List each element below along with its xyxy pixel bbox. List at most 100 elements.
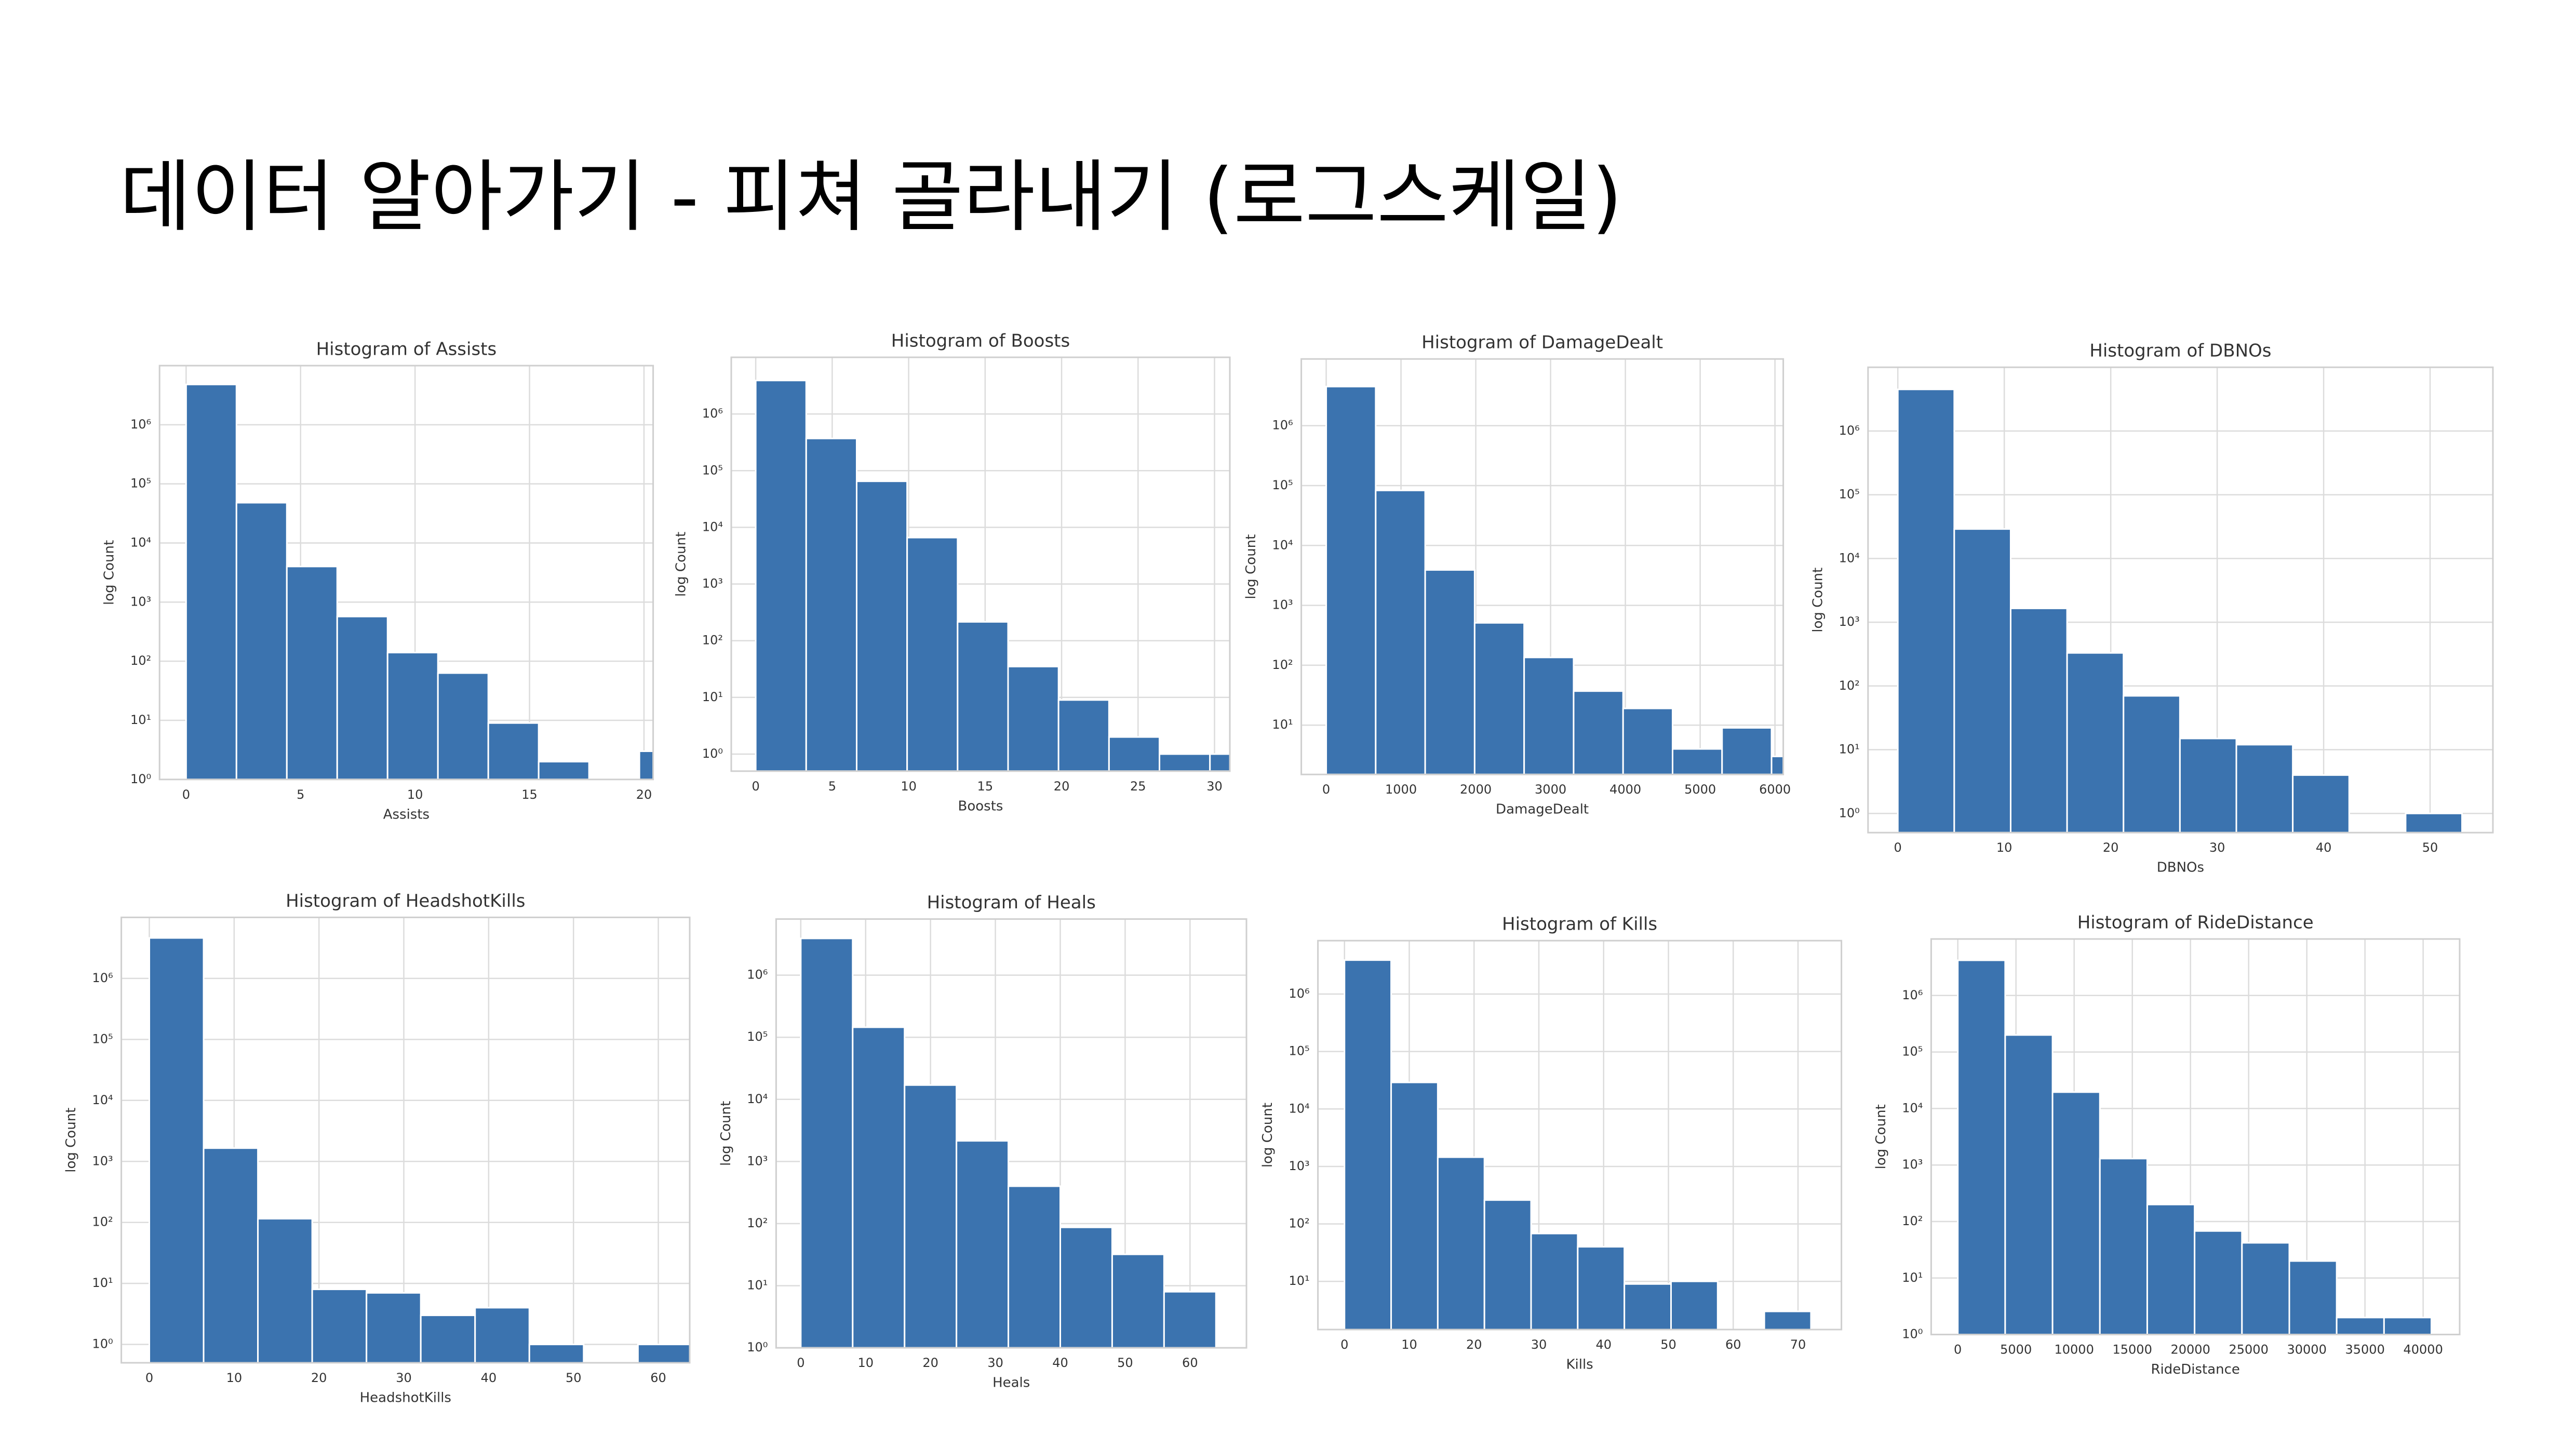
histogram-bar [1577,1246,1626,1330]
x-tick-label: 15 [977,779,994,794]
x-tick-label: 25 [1130,779,1146,794]
histogram-bar [2288,1260,2338,1335]
histogram-bar [1483,1199,1532,1330]
histogram-bar [800,937,854,1348]
histogram-bar [336,615,388,780]
x-tick-label: 35000 [2345,1343,2384,1357]
y-tick-label: 10³ [1839,614,1860,629]
x-tick-label: 20000 [2171,1343,2210,1357]
x-tick-label: 40 [1052,1356,1068,1370]
x-tick-label: 5 [828,779,836,794]
x-tick-label: 30 [987,1356,1003,1370]
x-tick-label: 50 [1660,1337,1676,1352]
x-tick-label: 40 [1595,1337,1612,1352]
y-tick-label: 10⁰ [92,1337,113,1351]
y-tick-label: 10⁰ [747,1340,768,1354]
y-tick-label: 10⁵ [1272,478,1293,492]
y-tick-label: 10³ [747,1153,768,1168]
x-tick-label: 25000 [2229,1343,2268,1357]
axes-frame [158,365,654,781]
y-axis-label: log Count [102,540,117,605]
x-tick-label: 0 [1894,840,1902,855]
x-tick-label: 10 [407,787,423,802]
histogram-bar [1523,656,1575,775]
histogram-bar [1209,753,1230,771]
histogram-bar [638,750,653,780]
axes-frame [1300,358,1785,775]
histogram-bar [852,1026,906,1348]
y-tick-label: 10⁶ [702,406,723,421]
y-tick-label: 10² [92,1215,113,1229]
x-tick-label: 0 [1322,782,1330,797]
histogram-bar [1325,385,1377,775]
x-tick-label: 5000 [1684,782,1716,797]
histogram-bar [2009,607,2068,833]
histogram-bar [1624,1283,1672,1330]
histogram-bar [2194,1230,2243,1335]
histogram-bar [1530,1232,1579,1330]
plot-area [1957,959,2433,1335]
histogram-bar [185,383,237,780]
histogram-bar [2383,1317,2433,1335]
histogram-bar [1953,528,2011,833]
y-tick-label: 10⁶ [1902,988,1923,1002]
y-axis-label: log Count [674,532,689,597]
plot-area [1325,385,1783,775]
histogram-bar [2235,744,2294,833]
histogram-bar [2292,774,2350,833]
y-tick-label: 10⁴ [702,519,723,534]
y-tick-label: 10¹ [1272,717,1293,732]
histogram-bar [1670,1280,1719,1330]
x-tick-label: 40 [2316,840,2332,855]
y-tick-label: 10¹ [1289,1273,1309,1288]
x-tick-label: 30 [1531,1337,1547,1352]
x-tick-label: 10 [226,1371,243,1385]
y-tick-label: 10² [130,653,151,668]
y-tick-label: 10¹ [92,1276,113,1290]
x-tick-label: 70 [1790,1337,1806,1352]
y-tick-label: 10² [1902,1214,1923,1228]
y-tick-label: 10² [1272,658,1293,672]
y-tick-label: 10³ [1902,1157,1923,1172]
y-tick-label: 10² [1289,1216,1309,1231]
x-tick-label: 20 [1466,1337,1482,1352]
y-tick-label: 10² [702,633,723,648]
y-tick-label: 10⁴ [1272,538,1293,552]
histogram-bar [1108,736,1161,771]
histogram-bar [1375,489,1426,775]
x-tick-label: 0 [182,787,190,802]
y-tick-label: 10² [1839,678,1860,693]
y-axis-label: log Count [1260,1103,1276,1168]
histogram-bar [1473,622,1525,775]
histogram-bar [855,480,908,771]
x-tick-label: 0 [797,1356,804,1370]
histogram-bar [2336,1317,2385,1335]
histogram-bar [2051,1091,2101,1335]
y-tick-label: 10¹ [702,690,723,704]
chart-title: Histogram of DBNOs [2089,341,2271,361]
x-tick-label: 4000 [1609,782,1641,797]
y-axis-label: log Count [63,1108,79,1173]
y-tick-label: 10⁴ [747,1092,768,1106]
axes-frame [120,916,691,1364]
histogram-bar [2123,695,2181,833]
x-tick-label: 40 [481,1371,497,1385]
histogram-bar [2066,652,2125,833]
x-tick-label: 10 [858,1356,874,1370]
plot-area [1897,388,2463,833]
axes-frame [1930,938,2461,1336]
histogram-bar [1344,959,1392,1330]
histogram-bar [1163,1291,1217,1348]
y-axis-label: log Count [1873,1104,1889,1169]
histogram-bar [1159,753,1211,771]
histogram-bar [386,652,439,780]
histogram-bar [149,937,205,1363]
histogram-bar [257,1218,313,1363]
histogram-bar [637,1344,690,1363]
axes-frame [1317,940,1843,1331]
y-tick-label: 10⁶ [92,971,113,985]
y-tick-label: 10⁵ [1839,487,1860,502]
x-tick-label: 10 [1401,1337,1417,1352]
